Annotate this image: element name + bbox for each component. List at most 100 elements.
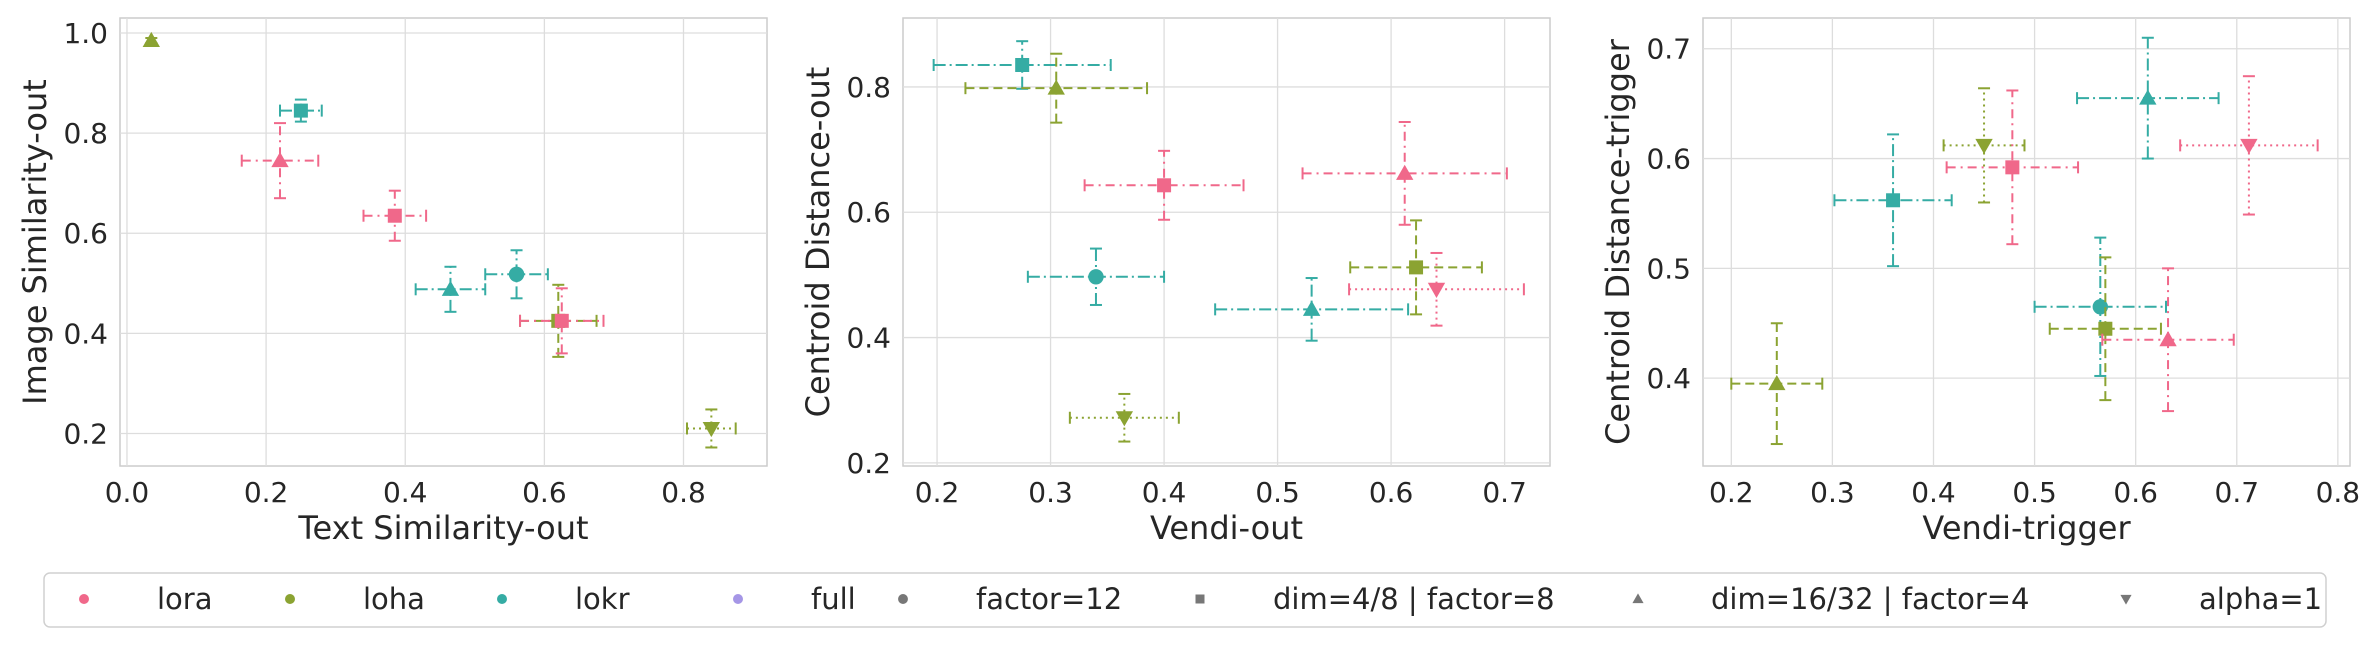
y-tick-label: 0.4 — [846, 322, 891, 355]
legend: lora loha lokr full factor=12 dim=4/8 | facto… — [43, 572, 2327, 628]
chart-panel-3: 0.2 0.3 0.4 0.5 0.6 0.7 0.8 0.4 0.5 0.6 0.7 Vendi-t… — [1599, 17, 2361, 547]
point-marker-square — [1015, 57, 1030, 72]
legend-item: alpha=1 — [2120, 582, 2322, 616]
data-point — [2048, 256, 2162, 402]
legend-label: dim=16/32 | factor=4 — [1711, 582, 2030, 616]
point-marker-triangle-up — [1302, 300, 1321, 316]
data-point — [484, 249, 549, 300]
point-marker-square — [1886, 193, 1901, 208]
point-marker-triangle-up — [1047, 79, 1065, 95]
legend-item: dim=4/8 | factor=8 — [1195, 582, 1555, 616]
data-point — [1214, 277, 1410, 342]
x-tick-label: 0.6 — [2113, 476, 2158, 509]
legend-label: lokr — [575, 582, 630, 616]
data-point — [1942, 87, 2026, 204]
y-axis-label: Centroid Distance-trigger — [1599, 38, 1637, 445]
y-tick-label: 0.7 — [1646, 33, 1691, 66]
x-tick-label: 0.6 — [522, 476, 567, 509]
chart-panel-2: 0.2 0.3 0.4 0.5 0.6 0.7 0.2 0.4 0.6 0.8 Vendi-out C… — [799, 17, 1551, 547]
data-point — [1349, 219, 1483, 316]
data-point — [2076, 36, 2220, 160]
x-tick-label: 0.4 — [1142, 476, 1187, 509]
point-marker-circle — [508, 266, 525, 282]
y-tick-label: 0.4 — [1646, 362, 1691, 395]
chart-panel-1: 0.0 0.2 0.4 0.6 0.8 0.2 0.4 0.6 0.8 1.0 Text Simil… — [16, 17, 768, 547]
x-axis-label: Text Similarity-out — [297, 509, 588, 547]
x-axis-label: Vendi-trigger — [1922, 509, 2131, 547]
x-tick-label: 0.2 — [244, 476, 289, 509]
data-point — [1833, 133, 1953, 268]
data-point — [685, 408, 737, 449]
legend-label: alpha=1 — [2199, 582, 2322, 616]
plot-area — [902, 17, 1551, 467]
legend-marker-circle — [898, 594, 908, 604]
point-marker-triangle-down — [1975, 138, 1993, 155]
data-point — [1068, 392, 1180, 443]
legend-color-swatch — [285, 594, 295, 604]
x-tick-label: 0.5 — [1255, 476, 1300, 509]
legend-color-swatch — [733, 594, 743, 604]
point-marker-triangle-up — [142, 31, 160, 48]
legend-color-swatch — [79, 594, 89, 604]
legend-item: full — [733, 582, 856, 616]
y-tick-label: 0.6 — [846, 196, 891, 229]
point-marker-square — [293, 103, 308, 118]
legend-label: loha — [363, 582, 425, 616]
y-axis-label: Centroid Distance-out — [799, 67, 837, 418]
data-point — [2179, 75, 2319, 216]
data-point — [1730, 322, 1824, 446]
data-point — [1026, 247, 1166, 306]
data-point — [519, 287, 605, 355]
data-point — [932, 40, 1112, 90]
x-tick-label: 0.6 — [1369, 476, 1414, 509]
y-tick-label: 0.6 — [63, 217, 108, 250]
data-point — [2101, 267, 2235, 413]
legend-label: factor=12 — [976, 582, 1122, 616]
legend-marker-square — [1195, 594, 1205, 604]
y-tick-label: 0.4 — [63, 317, 108, 350]
legend-marker-triangle-up — [1632, 593, 1644, 604]
point-marker-square — [1157, 178, 1172, 193]
point-marker-triangle-up — [1768, 374, 1786, 391]
y-tick-label: 0.8 — [846, 71, 891, 104]
x-axis-label: Vendi-out — [1150, 509, 1303, 547]
x-tick-label: 0.7 — [2215, 476, 2260, 509]
legend-box — [43, 572, 2327, 628]
legend-item: lokr — [497, 582, 630, 616]
point-marker-triangle-down — [702, 421, 721, 438]
legend-item: loha — [285, 582, 425, 616]
plot-area — [119, 17, 768, 467]
data-point — [1301, 121, 1508, 226]
x-tick-label: 0.3 — [1810, 476, 1855, 509]
point-marker-triangle-down — [1115, 411, 1134, 427]
data-point — [964, 52, 1149, 124]
point-marker-triangle-up — [2139, 89, 2157, 105]
x-tick-label: 0.5 — [2012, 476, 2057, 509]
data-point — [1348, 251, 1525, 327]
x-tick-label: 0.8 — [661, 476, 706, 509]
legend-item: factor=12 — [898, 582, 1122, 616]
x-tick-label: 0.4 — [383, 476, 428, 509]
x-tick-label: 0.7 — [1482, 476, 1527, 509]
y-axis-label: Image Similarity-out — [16, 79, 54, 405]
y-tick-label: 0.2 — [846, 447, 891, 480]
plot-area — [1702, 17, 2351, 467]
point-marker-triangle-up — [441, 280, 460, 296]
y-tick-label: 1.0 — [63, 17, 108, 50]
data-point — [2033, 236, 2168, 377]
point-marker-circle — [2092, 299, 2108, 315]
point-marker-square — [387, 208, 402, 223]
y-tick-label: 0.8 — [63, 117, 108, 150]
point-marker-square — [2005, 160, 2020, 175]
point-marker-triangle-up — [271, 151, 289, 168]
point-marker-square — [1409, 260, 1424, 275]
legend-marker-triangle-down — [2120, 594, 2132, 605]
point-marker-triangle-down — [2240, 138, 2258, 155]
x-tick-label: 0.8 — [2316, 476, 2361, 509]
x-tick-label: 0.2 — [1709, 476, 1754, 509]
legend-label: full — [811, 582, 856, 616]
data-point — [279, 98, 323, 123]
data-point — [1083, 149, 1245, 221]
y-tick-label: 0.6 — [1646, 143, 1691, 176]
